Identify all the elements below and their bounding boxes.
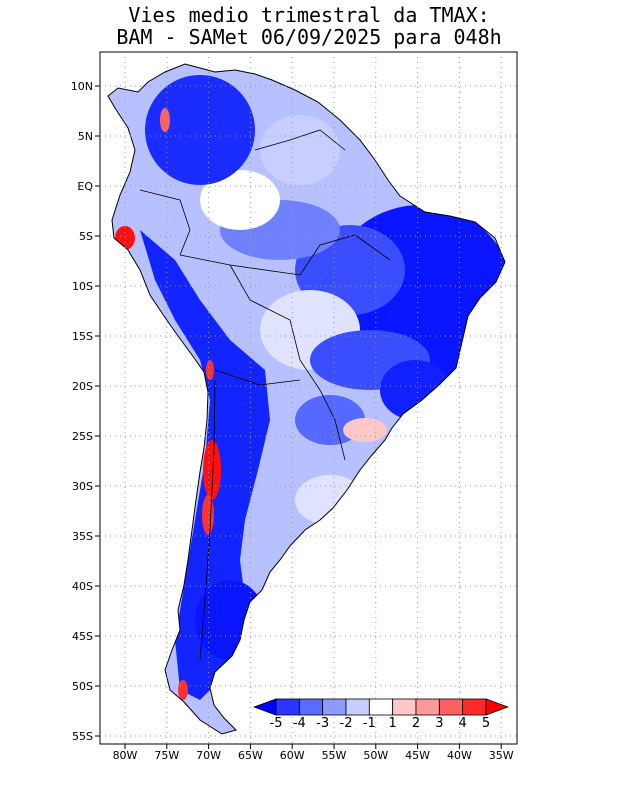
lat-tick-label: EQ	[77, 180, 93, 193]
colorbar-box	[299, 699, 322, 715]
latitude-axis: 10N 5N EQ 5S 10S 15S 20S 25S 30S 35S 40S 45S 50S 55S	[71, 80, 100, 743]
colorbar-box	[369, 699, 392, 715]
colorbar-box	[463, 699, 486, 715]
colorbar-label: -3	[316, 716, 329, 731]
lat-tick-label: 30S	[72, 480, 93, 493]
colorbar-label: -4	[293, 716, 306, 731]
colorbar-box	[323, 699, 346, 715]
colorbar-label: -2	[340, 716, 353, 731]
lon-tick-label: 60W	[280, 749, 305, 762]
lon-tick-label: 50W	[363, 749, 388, 762]
colorbar-label: 1	[389, 716, 397, 731]
lat-tick-label: 5N	[78, 130, 93, 143]
lat-tick-label: 15S	[72, 330, 93, 343]
lat-tick-label: 40S	[72, 580, 93, 593]
colorbar-label: -5	[270, 716, 283, 731]
weak-cold-guianas	[260, 115, 340, 185]
colorbar-label: 4	[459, 716, 467, 731]
lon-tick-label: 40W	[447, 749, 472, 762]
lat-tick-label: 10S	[72, 280, 93, 293]
colorbar-box	[416, 699, 439, 715]
colorbar-box	[439, 699, 462, 715]
lat-tick-label: 50S	[72, 680, 93, 693]
colorbar-box	[393, 699, 416, 715]
lat-tick-label: 25S	[72, 430, 93, 443]
colorbar-box	[276, 699, 299, 715]
colorbar-label: 3	[435, 716, 443, 731]
warm-spot-chile-central	[202, 495, 214, 535]
lat-tick-label: 35S	[72, 530, 93, 543]
lon-tick-label: 35W	[489, 749, 514, 762]
colorbar-label: 2	[412, 716, 420, 731]
colorbar-label: -1	[363, 716, 376, 731]
lat-tick-label: 55S	[72, 730, 93, 743]
lon-tick-label: 55W	[322, 749, 347, 762]
lon-tick-label: 70W	[196, 749, 221, 762]
bias-map: 80W 75W 70W 65W 60W 55W 50W 45W 40W 35W 10N 5N EQ 5S…	[0, 0, 618, 800]
strong-cold-northwest	[145, 75, 255, 185]
longitude-axis: 80W 75W 70W 65W 60W 55W 50W 45W 40W 35W	[113, 744, 514, 762]
lon-tick-label: 65W	[238, 749, 263, 762]
colorbar-label: 5	[482, 716, 490, 731]
lat-tick-label: 10N	[71, 80, 93, 93]
warm-spot-colombia	[160, 108, 170, 132]
lon-tick-label: 80W	[113, 749, 138, 762]
warm-patch-south-brazil	[343, 418, 387, 442]
lat-tick-label: 20S	[72, 380, 93, 393]
lat-tick-label: 45S	[72, 630, 93, 643]
colorbar-box	[346, 699, 369, 715]
warm-spot-patagonia	[178, 680, 188, 700]
warm-spot-atacama	[206, 360, 214, 380]
lat-tick-label: 5S	[79, 230, 93, 243]
lon-tick-label: 75W	[154, 749, 179, 762]
lon-tick-label: 45W	[405, 749, 430, 762]
